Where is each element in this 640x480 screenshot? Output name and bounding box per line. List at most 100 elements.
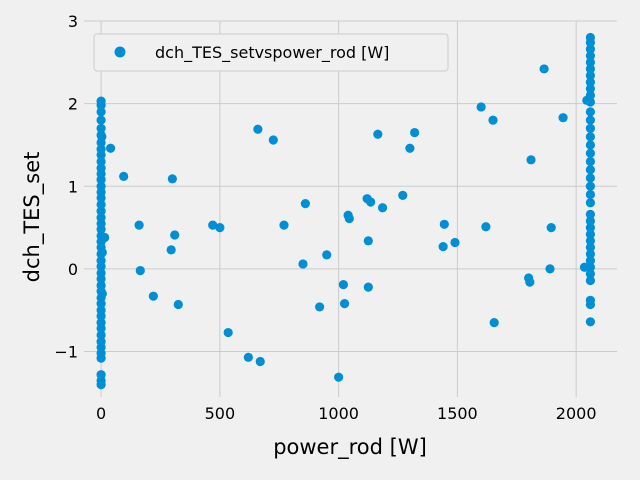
data-point — [377, 203, 388, 213]
data-point — [585, 132, 595, 142]
x-axis-label: power_rod [W] — [273, 435, 427, 460]
data-point — [135, 265, 145, 276]
data-point — [96, 330, 106, 340]
data-point — [585, 148, 595, 158]
data-point — [585, 140, 595, 150]
data-point — [585, 269, 595, 279]
y-axis-label: dch_TES_set — [20, 152, 45, 283]
data-point — [585, 198, 595, 208]
data-point — [526, 155, 536, 165]
x-tick-label: 500 — [205, 404, 236, 423]
data-point — [279, 220, 289, 230]
data-point — [173, 299, 183, 310]
data-point — [97, 247, 107, 257]
data-point — [585, 229, 595, 239]
data-point — [96, 107, 106, 117]
data-point — [96, 175, 106, 185]
data-point — [525, 277, 535, 287]
data-point — [585, 299, 595, 310]
data-point — [585, 37, 595, 48]
legend: dch_TES_setvspower_rod [W] — [93, 33, 449, 72]
data-point — [334, 372, 344, 382]
data-point — [96, 353, 106, 363]
data-point — [253, 124, 263, 134]
data-point — [243, 352, 253, 362]
data-point — [97, 289, 107, 299]
data-point — [223, 327, 233, 338]
x-tick-label: 0 — [96, 404, 106, 423]
data-point — [96, 261, 106, 272]
y-tick-label: 0 — [68, 260, 78, 279]
data-point — [96, 193, 106, 203]
data-point — [148, 291, 158, 301]
data-point — [96, 199, 106, 210]
data-point — [585, 242, 595, 253]
data-point — [96, 123, 106, 134]
data-point — [96, 156, 106, 167]
data-point — [300, 199, 310, 209]
data-point — [545, 264, 555, 274]
data-point — [450, 237, 460, 248]
data-point — [585, 216, 595, 226]
y-tick-label: 2 — [68, 95, 78, 114]
data-point — [585, 57, 595, 67]
data-point — [405, 143, 415, 153]
data-point — [585, 90, 595, 100]
data-point — [585, 256, 595, 266]
data-point — [489, 318, 499, 328]
data-point — [170, 230, 180, 240]
data-point — [96, 380, 106, 390]
data-point — [96, 115, 106, 125]
data-point — [585, 189, 595, 200]
data-point — [585, 262, 595, 272]
data-point — [134, 220, 144, 230]
data-point — [344, 213, 354, 224]
data-point — [585, 123, 595, 134]
data-point — [585, 70, 595, 81]
data-point — [106, 143, 116, 153]
legend-box — [93, 33, 449, 72]
data-point — [585, 51, 595, 61]
data-point — [585, 84, 595, 94]
data-point — [488, 115, 498, 125]
data-point — [585, 222, 595, 233]
data-point — [100, 232, 110, 243]
y-tick-label: 1 — [68, 177, 78, 196]
data-point — [585, 44, 595, 54]
data-point — [119, 171, 129, 181]
data-point — [96, 299, 106, 309]
data-point — [410, 127, 420, 138]
tick-labels: 0 500 1000 1500 2000 −1 0 1 2 3 — [54, 12, 596, 423]
legend-label: dch_TES_setvspower_rod [W] — [155, 43, 389, 63]
y-tick-label: −1 — [54, 343, 78, 362]
data-point — [166, 245, 176, 255]
data-point — [363, 282, 373, 292]
data-point — [585, 275, 595, 286]
data-point — [539, 64, 549, 74]
data-point — [96, 224, 106, 234]
data-point — [476, 102, 486, 112]
data-point — [585, 317, 595, 327]
data-point — [96, 323, 106, 334]
data-point — [585, 249, 595, 259]
data-point — [585, 64, 595, 74]
data-point — [96, 274, 106, 284]
data-point — [373, 129, 383, 139]
data-point — [167, 174, 177, 184]
data-point — [558, 113, 568, 123]
x-tick-label: 1500 — [437, 404, 478, 423]
data-point — [585, 115, 595, 125]
data-point — [438, 242, 448, 252]
data-point — [315, 302, 325, 312]
data-point — [481, 222, 491, 232]
data-point — [268, 135, 278, 145]
x-tick-label: 1000 — [318, 404, 359, 423]
data-point — [585, 173, 595, 183]
data-point — [585, 209, 595, 219]
data-point — [585, 77, 595, 87]
data-point — [208, 220, 218, 230]
data-points — [96, 32, 595, 390]
x-tick-label: 2000 — [556, 404, 597, 423]
data-point — [97, 132, 107, 142]
